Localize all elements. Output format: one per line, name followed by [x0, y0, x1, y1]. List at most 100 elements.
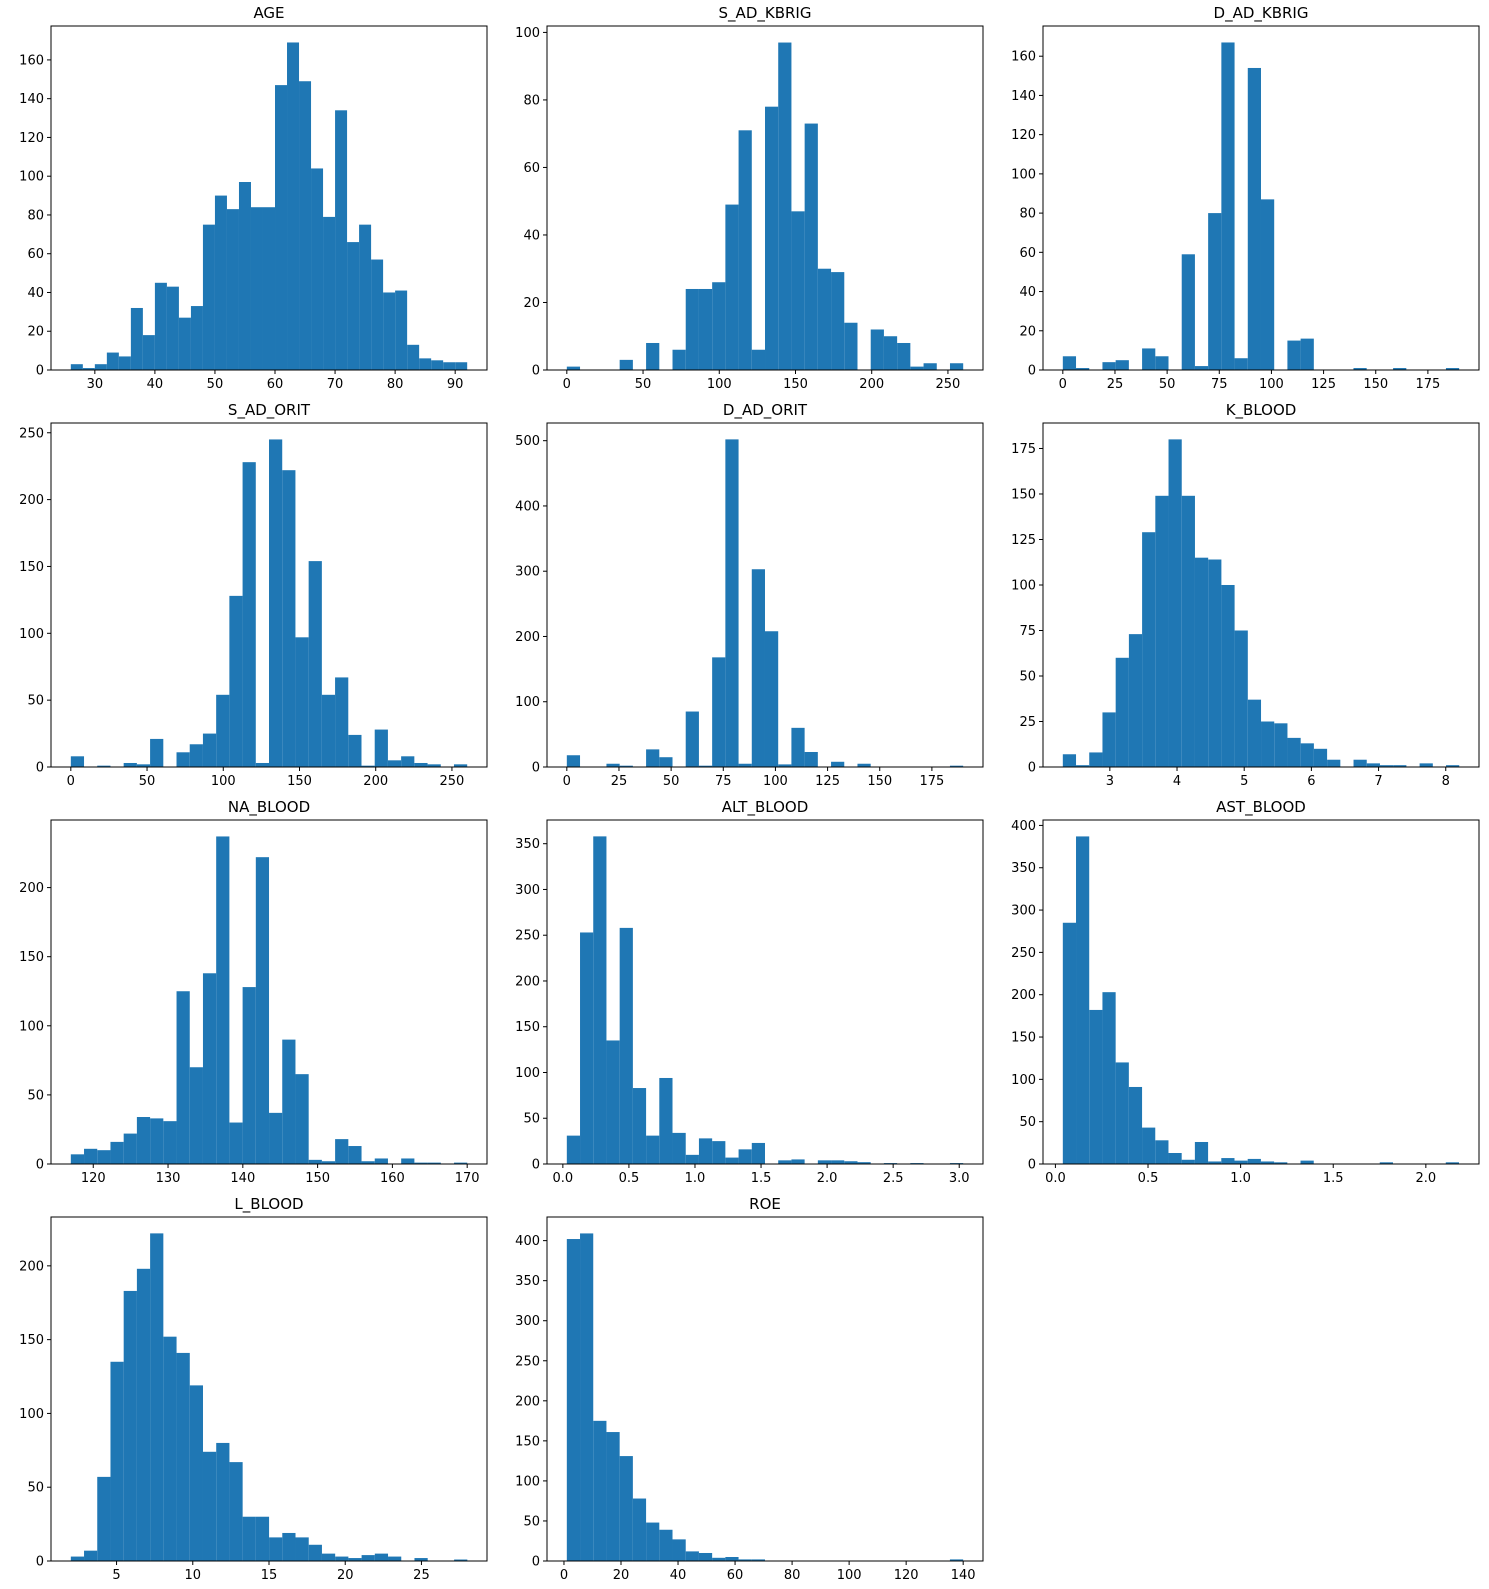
x-tick-label: 100 — [1259, 377, 1284, 392]
histogram-bar — [857, 763, 871, 767]
histogram-bar — [949, 363, 964, 370]
histogram-bar — [1142, 348, 1156, 370]
y-tick-label: 0 — [1028, 761, 1036, 776]
x-tick-label: 40 — [670, 1568, 687, 1583]
histogram-bar — [1221, 42, 1235, 370]
histogram-bar — [282, 1039, 296, 1164]
histogram-bar — [685, 1551, 699, 1561]
y-tick-label: 0 — [1028, 364, 1036, 379]
histogram-bar — [804, 123, 818, 370]
histogram-bar — [335, 1139, 349, 1164]
x-tick-label: 1.5 — [1323, 1171, 1344, 1186]
k-blood-plot-canvas: K_BLOOD 3 4 5 6 7 8 0 25 50 75 100 125 150 175 — [1011, 401, 1480, 789]
histogram-bar — [214, 195, 227, 370]
x-tick-label: 1.0 — [1230, 1171, 1251, 1186]
x-tick-label: 60 — [727, 1568, 744, 1583]
histogram-bar — [1260, 199, 1275, 370]
x-tick-label: 70 — [327, 377, 344, 392]
histogram-bar — [870, 329, 884, 370]
x-tick-label: 0 — [563, 377, 571, 392]
histogram-bar — [1102, 712, 1116, 767]
x-tick-label: 25 — [611, 774, 628, 789]
histogram-bar — [593, 836, 607, 1164]
histogram-bar — [566, 366, 581, 370]
histogram-bar — [154, 282, 167, 370]
histogram-bar — [383, 292, 396, 370]
x-tick-label: 140 — [230, 1171, 255, 1186]
x-tick-label: 0.5 — [619, 1171, 640, 1186]
histogram-bar — [778, 42, 792, 370]
histogram-bar — [791, 727, 805, 767]
histogram-bar — [295, 1537, 309, 1561]
histogram-bar — [791, 1159, 805, 1164]
histogram-bar — [94, 364, 107, 370]
x-tick-label: 0 — [560, 1568, 568, 1583]
y-tick-label: 50 — [1019, 669, 1036, 684]
histogram-bar — [566, 1239, 581, 1561]
x-tick-label: 60 — [267, 377, 284, 392]
histogram-bar — [923, 363, 937, 370]
axes-spines — [546, 25, 984, 371]
plot-title: AST_BLOOD — [1216, 798, 1306, 817]
histogram-bar — [419, 358, 432, 370]
s-ad-kbrig-plot-canvas: S_AD_KBRIG 0 50 100 150 200 250 0 20 40 60 80 100 — [515, 4, 984, 392]
x-tick-label: 80 — [784, 1568, 801, 1583]
histogram-bar — [130, 307, 143, 370]
histogram-bar — [335, 677, 349, 767]
y-tick-label: 400 — [515, 1234, 540, 1249]
histogram-bar — [414, 762, 428, 767]
histogram-bar — [427, 764, 441, 767]
histogram-bar — [414, 1162, 428, 1164]
histogram-bar — [163, 1121, 177, 1164]
x-tick-label: 150 — [287, 774, 312, 789]
histogram-bar — [949, 1559, 964, 1561]
y-tick-label: 0 — [532, 1158, 540, 1173]
x-tick-label: 5 — [1240, 774, 1248, 789]
histogram-bar — [1393, 368, 1407, 370]
x-tick-label: 0 — [563, 774, 571, 789]
x-tick-label: 175 — [1415, 377, 1440, 392]
histogram-bar — [97, 1476, 111, 1561]
histogram-bar — [1155, 1140, 1169, 1164]
histogram-ast-blood: AST_BLOOD 0.0 0.5 1.0 1.5 2.0 0 50 100 150 200 250… — [992, 794, 1488, 1191]
x-tick-label: 130 — [156, 1171, 181, 1186]
y-tick-label: 80 — [1019, 207, 1036, 222]
x-tick-label: 4 — [1173, 774, 1181, 789]
histogram-bar — [1300, 743, 1314, 767]
histogram-bar — [1446, 765, 1460, 767]
y-tick-label: 100 — [515, 1066, 540, 1081]
histogram-bar — [646, 1522, 660, 1561]
histogram-bar — [778, 764, 792, 767]
y-tick-label: 60 — [27, 247, 44, 262]
histogram-bar — [1089, 1009, 1103, 1164]
age-plot-canvas: AGE 30 40 50 60 70 80 90 0 20 40 60 80 100 120 140 160 — [19, 4, 488, 392]
histogram-bar — [176, 1352, 190, 1561]
histogram-bar — [672, 1539, 686, 1561]
y-tick-label: 0 — [36, 1158, 44, 1173]
histogram-bar — [1089, 752, 1103, 767]
histogram-bar — [817, 268, 832, 370]
y-tick-label: 125 — [1011, 533, 1036, 548]
y-tick-label: 150 — [1011, 487, 1036, 502]
histogram-bar — [282, 1532, 296, 1561]
histogram-bar — [229, 1462, 243, 1561]
histogram-bar — [388, 1556, 402, 1561]
histogram-bar — [97, 765, 111, 767]
y-tick-label: 50 — [27, 1481, 44, 1496]
histogram-bar — [1366, 763, 1380, 767]
d-ad-orit-plot-canvas: D_AD_ORIT 0 25 50 75 100 125 150 175 0 100 200 300 4… — [515, 401, 984, 789]
plot-title: D_AD_KBRIG — [1214, 4, 1309, 23]
histogram-bar — [431, 360, 444, 370]
histogram-bar — [189, 1067, 203, 1164]
histogram-s-ad-kbrig: S_AD_KBRIG 0 50 100 150 200 250 0 20 40 60 80 100 — [496, 0, 992, 397]
y-tick-label: 200 — [515, 630, 540, 645]
plot-title: NA_BLOOD — [228, 798, 310, 817]
histogram-bar — [1194, 1141, 1209, 1164]
histogram-bar — [1115, 657, 1129, 767]
histogram-bar — [1353, 368, 1367, 370]
y-tick-label: 250 — [19, 426, 44, 441]
x-tick-label: 50 — [139, 774, 156, 789]
histogram-k-blood: K_BLOOD 3 4 5 6 7 8 0 25 50 75 100 125 150 175 — [992, 397, 1488, 794]
x-tick-label: 150 — [783, 377, 808, 392]
